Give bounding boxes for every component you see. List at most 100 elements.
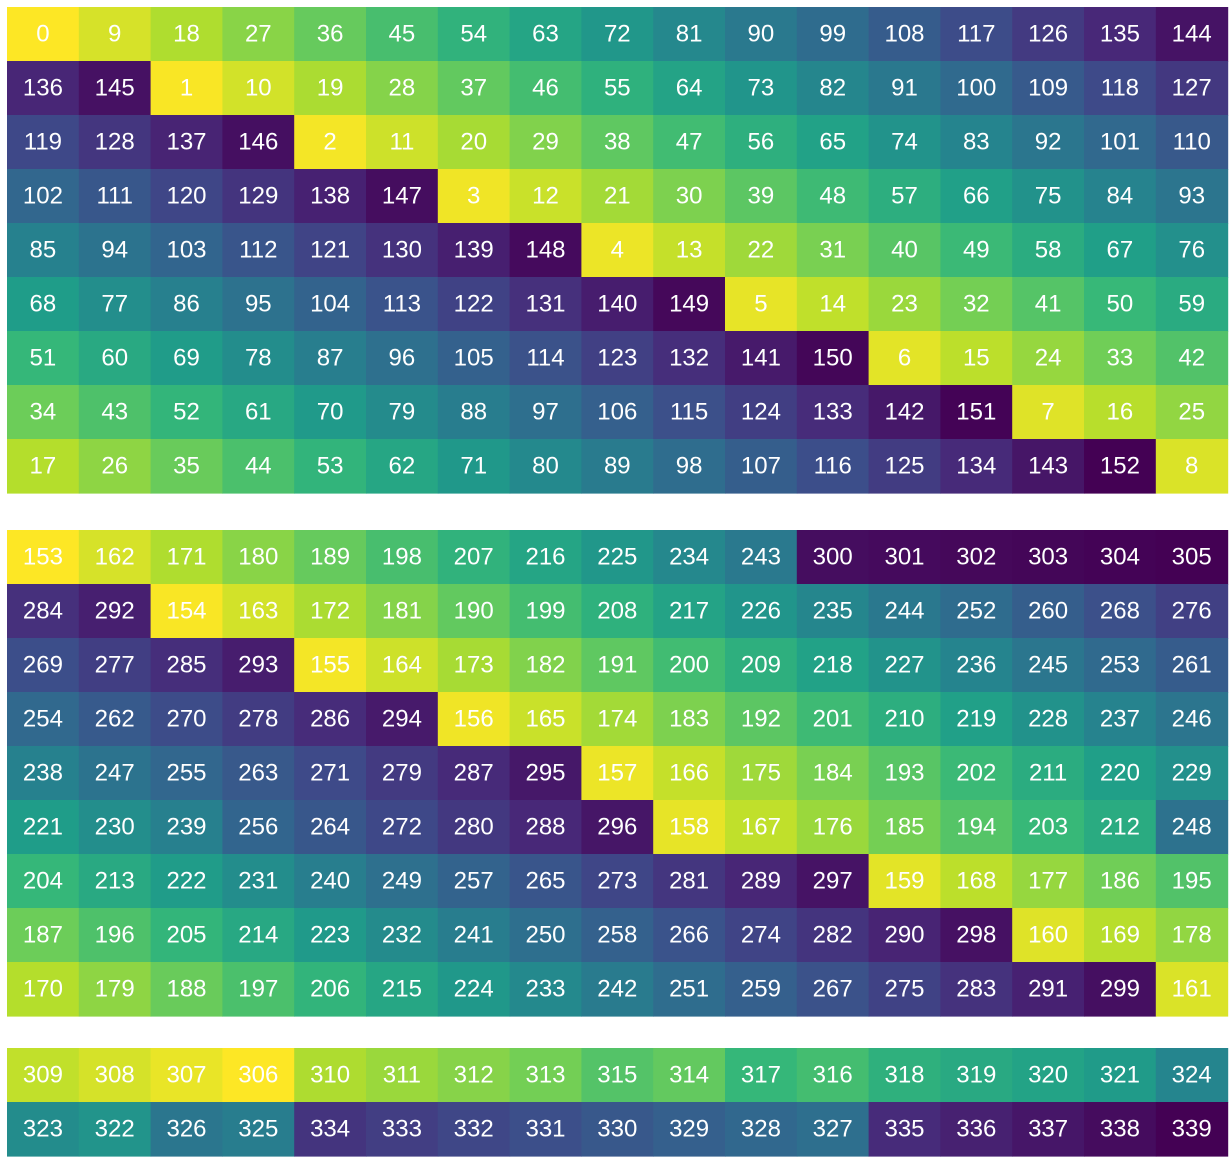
heatmap-cell bbox=[1012, 277, 1085, 332]
heatmap-cell bbox=[725, 530, 798, 585]
heatmap-cell bbox=[1084, 277, 1157, 332]
heatmap-cell bbox=[78, 7, 152, 62]
heatmap-cell bbox=[940, 223, 1013, 278]
heatmap-cell bbox=[150, 277, 223, 332]
heatmap-cell bbox=[725, 277, 798, 332]
cell-value-label: 93 bbox=[1178, 183, 1205, 210]
heatmap-cell bbox=[1012, 746, 1085, 801]
cell-value-label: 250 bbox=[525, 922, 565, 949]
cell-value-label: 334 bbox=[310, 1116, 350, 1143]
heatmap-cell bbox=[1084, 385, 1157, 440]
cell-value-label: 207 bbox=[454, 544, 494, 571]
heatmap-cell bbox=[222, 800, 295, 855]
heatmap-cell bbox=[796, 638, 870, 693]
heatmap-cell bbox=[222, 277, 295, 332]
cell-value-label: 185 bbox=[884, 814, 924, 841]
cell-value-label: 13 bbox=[676, 237, 703, 264]
heatmap-cell bbox=[294, 854, 367, 909]
cell-value-label: 331 bbox=[525, 1116, 565, 1143]
heatmap-cell bbox=[1155, 385, 1229, 440]
cell-value-label: 282 bbox=[813, 922, 853, 949]
cell-value-label: 97 bbox=[532, 399, 559, 426]
cell-value-label: 222 bbox=[166, 868, 206, 895]
heatmap-cell bbox=[366, 169, 439, 224]
heatmap-cell bbox=[725, 169, 798, 224]
cell-value-label: 159 bbox=[884, 868, 924, 895]
cell-value-label: 255 bbox=[166, 760, 206, 787]
heatmap-cell bbox=[868, 223, 941, 278]
cell-value-label: 138 bbox=[310, 183, 350, 210]
heatmap-cell bbox=[294, 908, 367, 963]
heatmap-cell bbox=[940, 692, 1013, 747]
cell-value-label: 174 bbox=[597, 706, 637, 733]
heatmap-cell bbox=[581, 1048, 654, 1103]
cell-value-label: 129 bbox=[238, 183, 278, 210]
heatmap-cell bbox=[868, 854, 941, 909]
cell-value-label: 64 bbox=[676, 75, 703, 102]
heatmap-cell bbox=[1155, 962, 1229, 1017]
cell-value-label: 202 bbox=[956, 760, 996, 787]
cell-value-label: 20 bbox=[460, 129, 487, 156]
heatmap-cell bbox=[437, 61, 511, 116]
heatmap-cell bbox=[294, 61, 367, 116]
heatmap-cell bbox=[1155, 530, 1229, 585]
heatmap-cell bbox=[78, 1048, 152, 1103]
heatmap-cell bbox=[150, 800, 223, 855]
heatmap-cell bbox=[1084, 1102, 1157, 1157]
heatmap-cell bbox=[653, 7, 726, 62]
cell-value-label: 53 bbox=[317, 453, 344, 480]
heatmap-cell bbox=[1012, 854, 1085, 909]
cell-value-label: 86 bbox=[173, 291, 200, 318]
cell-value-label: 306 bbox=[238, 1062, 278, 1089]
heatmap-cell bbox=[150, 638, 223, 693]
cell-value-label: 317 bbox=[741, 1062, 781, 1089]
cell-value-label: 30 bbox=[676, 183, 703, 210]
heatmap-cell bbox=[78, 530, 152, 585]
cell-value-label: 42 bbox=[1178, 345, 1205, 372]
heatmap-cell bbox=[653, 223, 726, 278]
heatmap-cell bbox=[78, 385, 152, 440]
cell-value-label: 68 bbox=[30, 291, 57, 318]
cell-value-label: 125 bbox=[884, 453, 924, 480]
cell-value-label: 12 bbox=[532, 183, 559, 210]
cell-value-label: 285 bbox=[166, 652, 206, 679]
heatmap-cell bbox=[437, 692, 511, 747]
cell-value-label: 75 bbox=[1035, 183, 1062, 210]
cell-value-label: 227 bbox=[884, 652, 924, 679]
heatmap-cell bbox=[150, 115, 223, 170]
cell-value-label: 297 bbox=[813, 868, 853, 895]
heatmap-panel-2: 153 162 171 180 189 198 207 216 225 234 243 300 301 3… bbox=[7, 530, 1229, 1017]
heatmap-cell bbox=[150, 439, 223, 494]
cell-value-label: 236 bbox=[956, 652, 996, 679]
cell-value-label: 16 bbox=[1107, 399, 1134, 426]
heatmap-panel-1: 0 9 18 27 36 45 54 63 72 81 90 99 108 117 126 135 144136… bbox=[7, 7, 1229, 494]
cell-value-label: 170 bbox=[23, 976, 63, 1003]
cell-value-label: 261 bbox=[1172, 652, 1212, 679]
heatmap-cell bbox=[653, 61, 726, 116]
heatmap-cell bbox=[1084, 169, 1157, 224]
cell-value-label: 284 bbox=[23, 598, 63, 625]
heatmap-cell bbox=[581, 223, 654, 278]
cell-value-label: 316 bbox=[813, 1062, 853, 1089]
heatmap-cell bbox=[581, 385, 654, 440]
heatmap-cell bbox=[796, 854, 870, 909]
cell-value-label: 269 bbox=[23, 652, 63, 679]
cell-value-label: 146 bbox=[238, 129, 278, 156]
cell-value-label: 314 bbox=[669, 1062, 709, 1089]
heatmap-cell bbox=[294, 1102, 367, 1157]
heatmap-cell bbox=[150, 908, 223, 963]
heatmap-cell bbox=[1084, 638, 1157, 693]
cell-value-label: 92 bbox=[1035, 129, 1062, 156]
heatmap-cell bbox=[1012, 115, 1085, 170]
cell-value-label: 70 bbox=[317, 399, 344, 426]
heatmap-cell bbox=[437, 385, 511, 440]
cell-value-label: 132 bbox=[669, 345, 709, 372]
cell-value-label: 195 bbox=[1172, 868, 1212, 895]
cell-value-label: 253 bbox=[1100, 652, 1140, 679]
cell-value-label: 100 bbox=[956, 75, 996, 102]
heatmap-cell bbox=[294, 692, 367, 747]
cell-value-label: 111 bbox=[96, 183, 132, 210]
heatmap-cell bbox=[1012, 169, 1085, 224]
cell-value-label: 339 bbox=[1172, 1116, 1212, 1143]
heatmap-cell bbox=[366, 638, 439, 693]
